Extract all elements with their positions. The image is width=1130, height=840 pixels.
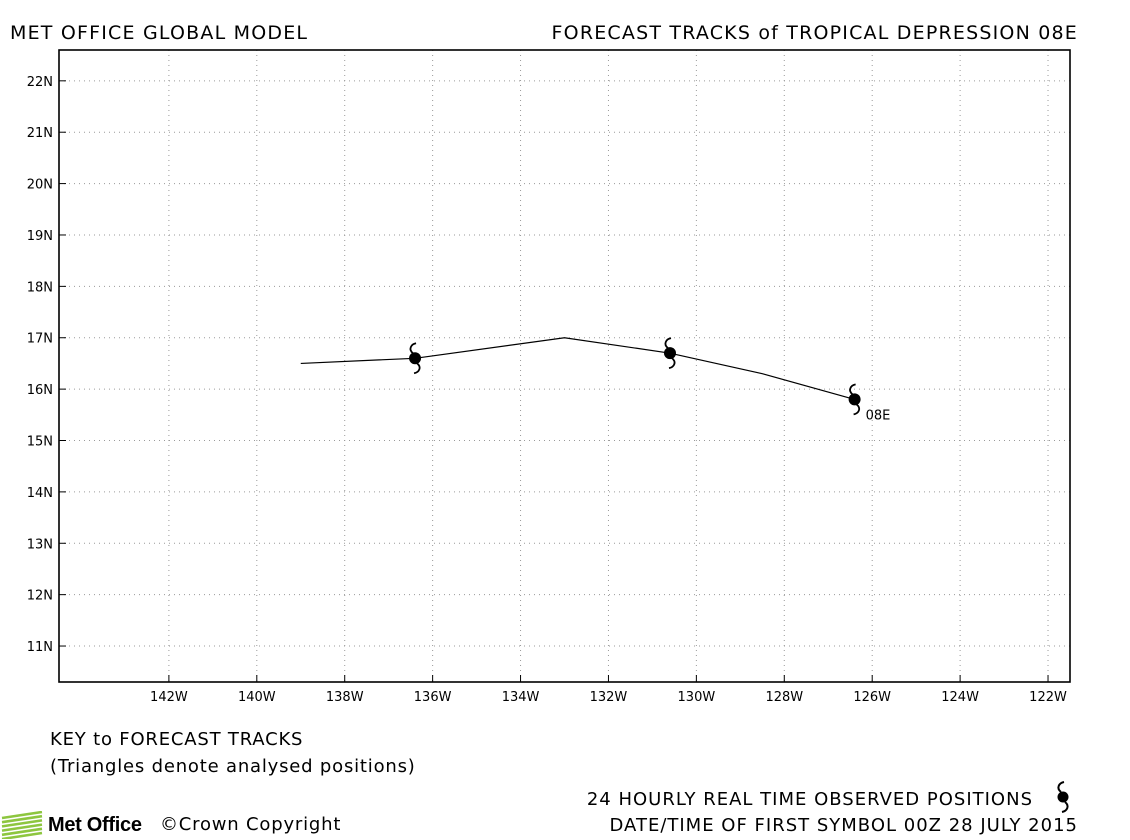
x-tick-label: 134W — [502, 690, 540, 705]
hurricane-symbol-icon — [1057, 781, 1069, 813]
y-tick-label: 18N — [27, 280, 53, 295]
key-note: (Triangles denote analysed positions) — [50, 756, 416, 777]
storm-position-symbol — [409, 342, 422, 375]
x-tick-label: 140W — [238, 690, 276, 705]
storm-id-label: 08E — [866, 408, 891, 423]
header-chart-title: FORECAST TRACKS of TROPICAL DEPRESSION 0… — [551, 22, 1078, 44]
x-tick-label: 136W — [414, 690, 452, 705]
plot-frame — [58, 49, 1071, 683]
y-tick-label: 13N — [27, 537, 53, 552]
x-tick-label: 138W — [326, 690, 364, 705]
x-tick-label: 130W — [678, 690, 716, 705]
y-tick-label: 14N — [27, 486, 53, 501]
storm-position-symbol — [663, 337, 676, 370]
forecast-track-line — [300, 337, 855, 400]
observed-positions-caption: 24 HOURLY REAL TIME OBSERVED POSITIONS — [586, 789, 1033, 810]
x-tick-label: 126W — [853, 690, 891, 705]
met-office-logo-text: Met Office — [48, 813, 142, 836]
forecast-track-chart: 142W 140W 138W 136W 134W 132W 130W 128W 126W 124W… — [27, 49, 1071, 705]
key-title: KEY to FORECAST TRACKS — [50, 729, 304, 750]
y-tick-label: 22N — [27, 75, 53, 90]
y-tick-label: 15N — [27, 435, 53, 450]
crown-copyright: ©Crown Copyright — [160, 814, 342, 835]
storm-position-symbol — [848, 383, 861, 416]
y-tick-label: 19N — [27, 229, 53, 244]
first-symbol-datetime: DATE/TIME OF FIRST SYMBOL 00Z 28 JULY 20… — [609, 815, 1078, 836]
met-office-logo: Met Office — [0, 810, 142, 840]
x-tick-label: 122W — [1029, 690, 1067, 705]
x-tick-label: 142W — [150, 690, 188, 705]
y-tick-label: 11N — [27, 640, 53, 655]
x-tick-label: 124W — [941, 690, 979, 705]
y-tick-label: 12N — [27, 589, 53, 604]
header-model-name: MET OFFICE GLOBAL MODEL — [10, 22, 309, 44]
y-tick-label: 16N — [27, 383, 53, 398]
y-tick-label: 17N — [27, 332, 53, 347]
y-tick-label: 20N — [27, 178, 53, 193]
met-office-logo-mark-icon — [1, 811, 43, 839]
x-tick-label: 132W — [590, 690, 628, 705]
x-tick-label: 128W — [765, 690, 803, 705]
y-tick-label: 21N — [27, 126, 53, 141]
